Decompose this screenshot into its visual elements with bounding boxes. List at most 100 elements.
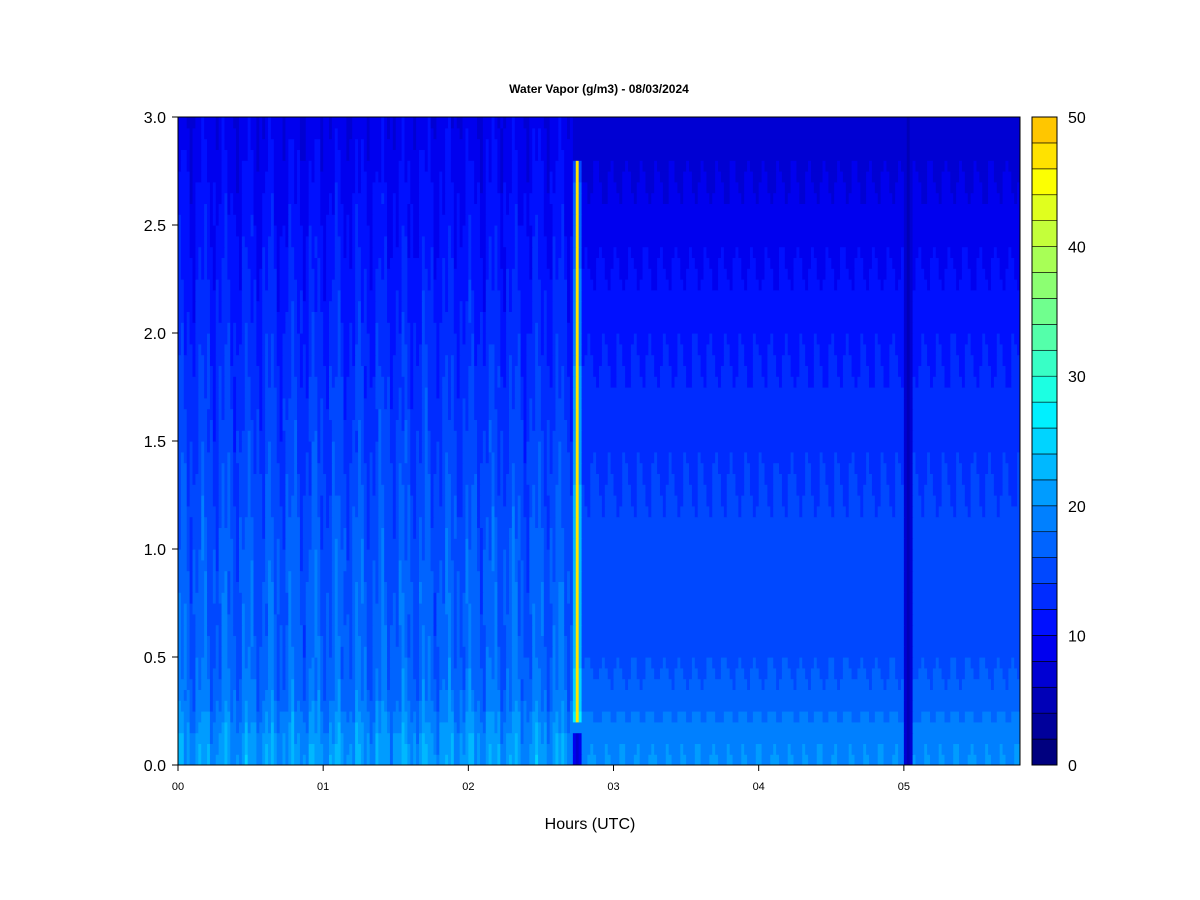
heatmap-cell <box>195 473 202 485</box>
heatmap-cell <box>308 678 316 690</box>
heatmap-cell <box>474 387 490 399</box>
heatmap-cell <box>241 527 246 539</box>
heatmap-cell <box>238 689 243 701</box>
heatmap-cell <box>871 473 882 485</box>
heatmap-cell <box>445 516 452 528</box>
heatmap-cell <box>418 721 423 734</box>
heatmap-cell <box>349 333 353 345</box>
heatmap-cell <box>982 711 992 723</box>
heatmap-cell <box>511 657 519 669</box>
heatmap-cell <box>360 667 365 680</box>
heatmap-cell <box>320 700 330 712</box>
heatmap-cell <box>677 505 681 518</box>
heatmap-cell <box>369 343 377 356</box>
heatmap-cell <box>773 495 783 507</box>
heatmap-cell <box>189 451 194 464</box>
heatmap-cell <box>268 592 275 604</box>
heatmap-cell <box>543 581 551 593</box>
heatmap-cell <box>241 516 246 528</box>
heatmap-cell <box>238 516 243 528</box>
heatmap-cell <box>360 289 365 302</box>
heatmap-cell <box>520 322 533 334</box>
heatmap-cell <box>360 549 365 561</box>
heatmap-cell <box>540 343 545 356</box>
heatmap-cell <box>755 505 771 518</box>
heatmap-cell <box>407 484 411 496</box>
heatmap-cell <box>407 613 411 626</box>
heatmap-cell <box>665 657 678 669</box>
heatmap-cell <box>645 495 652 507</box>
heatmap-cell <box>956 505 969 518</box>
heatmap-cell <box>291 711 295 723</box>
heatmap-cell <box>578 300 583 312</box>
heatmap-cell <box>883 743 896 755</box>
heatmap-cell <box>207 268 214 280</box>
heatmap-cell <box>808 754 818 765</box>
heatmap-cell <box>869 678 873 690</box>
heatmap-cell <box>474 689 484 701</box>
heatmap-cell <box>381 268 385 280</box>
heatmap-cell <box>192 603 205 615</box>
heatmap-cell <box>761 451 792 464</box>
heatmap-cell <box>909 376 914 388</box>
heatmap-cell <box>230 527 237 539</box>
heatmap-cell <box>543 495 551 507</box>
heatmap-cell <box>378 538 382 550</box>
heatmap-cell <box>874 333 879 345</box>
heatmap-cell <box>816 505 832 518</box>
heatmap-cell <box>572 581 577 593</box>
heatmap-cell <box>1011 343 1018 356</box>
heatmap-cell <box>511 635 519 647</box>
heatmap-cell <box>259 689 266 701</box>
heatmap-cell <box>909 527 914 539</box>
heatmap-cell <box>453 613 458 626</box>
heatmap-cell <box>291 322 295 334</box>
heatmap-cell <box>236 711 243 723</box>
heatmap-cell <box>215 408 220 420</box>
heatmap-cell <box>471 495 478 507</box>
heatmap-cell <box>715 667 722 680</box>
heatmap-cell <box>546 527 551 539</box>
heatmap-cell <box>462 635 469 647</box>
heatmap-cell <box>308 430 316 442</box>
heatmap-cell <box>517 754 522 765</box>
heatmap-cell <box>401 289 408 302</box>
heatmap-cell <box>581 743 591 755</box>
heatmap-cell <box>180 333 185 345</box>
heatmap-cell <box>929 711 937 723</box>
heatmap-cell <box>317 559 321 572</box>
heatmap-cell <box>831 505 835 518</box>
heatmap-cell <box>575 387 580 399</box>
heatmap-cell <box>279 581 287 593</box>
heatmap-cell <box>355 322 359 334</box>
heatmap-cell <box>546 700 551 712</box>
heatmap-cell <box>195 732 211 744</box>
heatmap-cell <box>538 473 542 485</box>
heatmap-cell <box>305 689 310 701</box>
heatmap-cell <box>299 484 307 496</box>
heatmap-cell <box>448 667 452 680</box>
heatmap-cell <box>540 678 548 690</box>
heatmap-cell <box>204 592 208 604</box>
heatmap-cell <box>569 397 574 410</box>
heatmap-cell <box>387 667 391 680</box>
heatmap-cell <box>485 430 490 442</box>
heatmap-cell <box>517 635 525 647</box>
heatmap-cell <box>430 549 446 561</box>
heatmap-cell <box>912 527 1020 539</box>
heatmap-cell <box>500 343 507 356</box>
heatmap-cell <box>439 678 443 690</box>
heatmap-cell <box>497 570 504 582</box>
heatmap-cell <box>735 484 745 496</box>
heatmap-cell <box>869 279 882 291</box>
heatmap-cell <box>462 495 467 507</box>
heatmap-cell <box>439 484 443 496</box>
heatmap-cell <box>236 538 240 550</box>
heatmap-cell <box>781 484 789 496</box>
heatmap-cell <box>459 343 472 356</box>
heatmap-cell <box>178 343 182 356</box>
heatmap-cell <box>265 462 269 474</box>
heatmap-cell <box>459 711 464 723</box>
heatmap-cell <box>773 505 786 518</box>
heatmap-cell <box>596 451 609 464</box>
